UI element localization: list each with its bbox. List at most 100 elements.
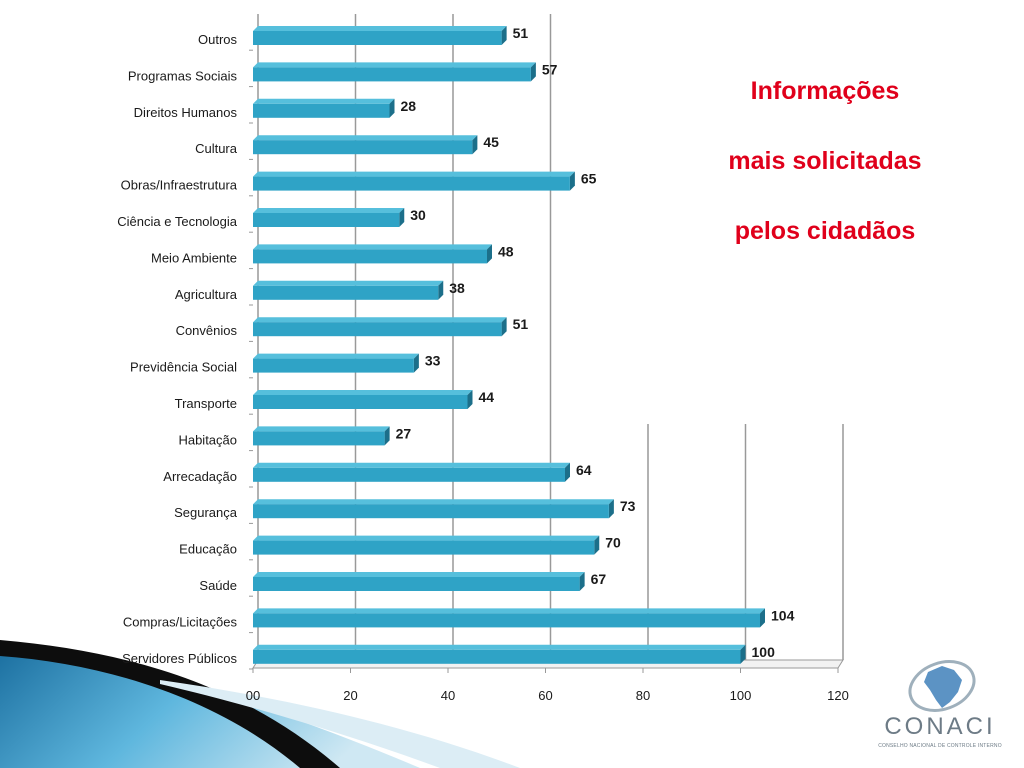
category-label: Agricultura — [175, 287, 238, 302]
bar-top-8 — [253, 317, 507, 323]
logo-subtitle: CONSELHO NACIONAL DE CONTROLE INTERNO — [878, 743, 1002, 749]
category-label: Previdência Social — [130, 360, 237, 375]
value-label: 67 — [591, 571, 607, 587]
bar-6 — [253, 249, 487, 264]
category-label: Direitos Humanos — [134, 105, 238, 120]
bar-17 — [253, 649, 741, 664]
bar-top-11 — [253, 426, 390, 432]
category-label: Ciência e Tecnologia — [117, 214, 237, 229]
bar-side-12 — [565, 462, 570, 482]
category-label: Segurança — [174, 505, 238, 520]
bar-top-4 — [253, 171, 575, 177]
bar-11 — [253, 431, 385, 446]
bar-top-17 — [253, 644, 746, 650]
category-label: Servidores Públicos — [122, 651, 237, 666]
bar-side-16 — [760, 608, 765, 628]
value-label: 73 — [620, 498, 636, 514]
x-tick-label: 40 — [441, 688, 455, 703]
value-label: 100 — [752, 644, 776, 660]
x-tick-label: 100 — [730, 688, 752, 703]
bar-side-13 — [608, 499, 614, 519]
category-label: Arrecadação — [163, 469, 237, 484]
logo-text: CONACI — [884, 713, 996, 740]
bar-top-3 — [253, 135, 478, 141]
x-tick-label: 00 — [246, 688, 260, 703]
category-label: Programas Sociais — [128, 68, 238, 83]
value-label: 57 — [542, 61, 558, 77]
bar-top-7 — [253, 280, 444, 286]
swoosh-black-stripe — [0, 640, 340, 768]
bar-top-0 — [253, 26, 507, 31]
bar-side-8 — [501, 317, 507, 337]
title-line-1: Informações — [750, 77, 900, 105]
bar-side-7 — [438, 280, 444, 300]
bar-side-15 — [579, 572, 585, 591]
bar-side-11 — [384, 426, 390, 446]
bar-side-4 — [569, 171, 575, 191]
bar-side-1 — [530, 62, 536, 82]
category-label: Transporte — [175, 396, 237, 411]
bar-side-3 — [472, 135, 478, 155]
value-label: 45 — [483, 134, 499, 150]
value-label: 33 — [425, 353, 441, 369]
bar-top-15 — [253, 572, 585, 577]
value-label: 65 — [581, 171, 597, 187]
category-label: Saúde — [199, 578, 237, 593]
title-line-2: mais solicitadas — [728, 147, 922, 175]
bar-top-1 — [253, 62, 536, 68]
value-label: 104 — [771, 607, 795, 623]
bar-side-10 — [467, 390, 473, 409]
brazil-map-orbit-icon — [908, 660, 976, 712]
value-label: 38 — [449, 280, 465, 296]
bar-4 — [253, 176, 570, 191]
bar-side-2 — [389, 98, 395, 118]
bar-5 — [253, 213, 400, 227]
bar-top-12 — [253, 462, 570, 468]
category-label: Compras/Licitações — [123, 614, 238, 629]
bar-side-14 — [594, 535, 600, 555]
value-label: 64 — [576, 462, 592, 478]
bar-1 — [253, 67, 531, 82]
bar-8 — [253, 322, 502, 337]
bar-top-13 — [253, 499, 614, 505]
bar-7 — [253, 285, 439, 300]
bar-top-9 — [253, 353, 419, 359]
value-label: 48 — [498, 243, 514, 259]
bar-top-5 — [253, 208, 405, 213]
category-label: Habitação — [178, 432, 237, 447]
value-label: 28 — [401, 98, 417, 114]
category-label: Cultura — [195, 141, 238, 156]
x-tick-label: 20 — [343, 688, 357, 703]
bar-side-0 — [501, 26, 507, 45]
category-label: Outros — [198, 32, 238, 47]
x-tick-label: 80 — [636, 688, 650, 703]
bar-side-5 — [399, 208, 405, 227]
slide-title: Informações mais solicitadas pelos cidad… — [650, 56, 1000, 266]
value-label: 30 — [410, 207, 426, 223]
category-label: Meio Ambiente — [151, 250, 237, 265]
bar-side-9 — [413, 353, 419, 373]
bar-10 — [253, 395, 468, 409]
value-label: 51 — [513, 25, 529, 41]
value-label: 51 — [513, 316, 529, 332]
value-label: 70 — [605, 535, 621, 551]
value-label: 44 — [479, 389, 495, 405]
title-line-3: pelos cidadãos — [734, 217, 916, 245]
bar-top-2 — [253, 98, 395, 104]
bar-side-17 — [740, 644, 746, 664]
category-label: Educação — [179, 542, 237, 557]
bar-top-10 — [253, 390, 473, 395]
swoosh-light-band — [160, 680, 520, 768]
bar-top-14 — [253, 535, 600, 541]
value-label: 27 — [396, 425, 412, 441]
bar-12 — [253, 467, 565, 482]
bar-0 — [253, 31, 502, 45]
bar-3 — [253, 140, 473, 155]
category-label: Obras/Infraestrutura — [121, 178, 238, 193]
bar-15 — [253, 577, 580, 591]
bar-2 — [253, 103, 390, 118]
x-tick-label: 120 — [827, 688, 849, 703]
